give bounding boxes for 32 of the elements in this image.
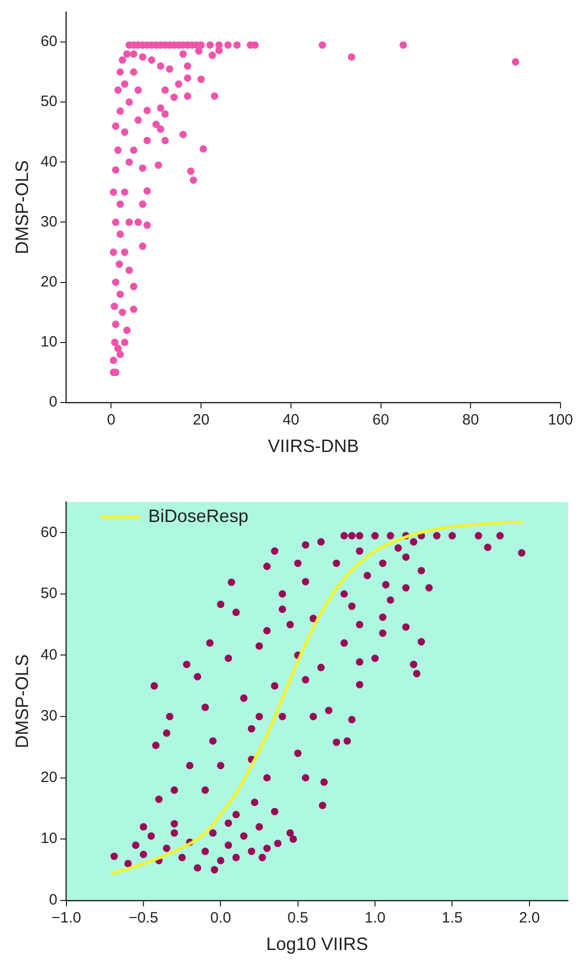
x-tick-label: −1.0 [51, 910, 82, 927]
y-tick-label: 60 [40, 524, 58, 541]
y-tick-label: 30 [40, 708, 58, 725]
y-axis-title: DMSP-OLS [12, 160, 32, 254]
x-tick-label: 40 [282, 412, 300, 429]
x-tick-label: 20 [192, 412, 210, 429]
y-tick-label: 40 [40, 646, 58, 664]
x-tick-label: 0 [107, 412, 116, 429]
x-tick-label: 100 [548, 412, 573, 429]
x-tick-label: 1.0 [364, 910, 386, 927]
x-tick-label: 2.0 [518, 910, 540, 927]
x-tick-label: −0.5 [128, 910, 158, 927]
x-tick-label: 1.5 [442, 910, 463, 927]
x-tick-label: 0.0 [210, 910, 232, 927]
y-tick-label: 30 [40, 213, 58, 230]
y-tick-label: 0 [48, 394, 58, 411]
y-tick-label: 40 [40, 153, 58, 170]
x-axis-title: VIIRS-DNB [268, 436, 359, 456]
y-tick-label: 10 [40, 830, 58, 848]
y-axis-title: DMSP-OLS [12, 654, 32, 748]
legend-label: BiDoseResp [148, 506, 248, 526]
y-tick-label: 20 [40, 273, 58, 290]
x-axis-title: Log10 VIIRS [266, 934, 368, 954]
x-tick-label: 0.5 [287, 910, 308, 927]
y-tick-label: 60 [40, 33, 58, 50]
y-tick-label: 50 [40, 93, 58, 110]
x-tick-label: 80 [462, 412, 479, 429]
y-tick-label: 20 [40, 768, 58, 786]
y-tick-label: 0 [48, 892, 58, 909]
y-tick-label: 50 [40, 585, 58, 602]
y-tick-label: 10 [40, 333, 58, 350]
x-tick-label: 60 [372, 412, 390, 429]
